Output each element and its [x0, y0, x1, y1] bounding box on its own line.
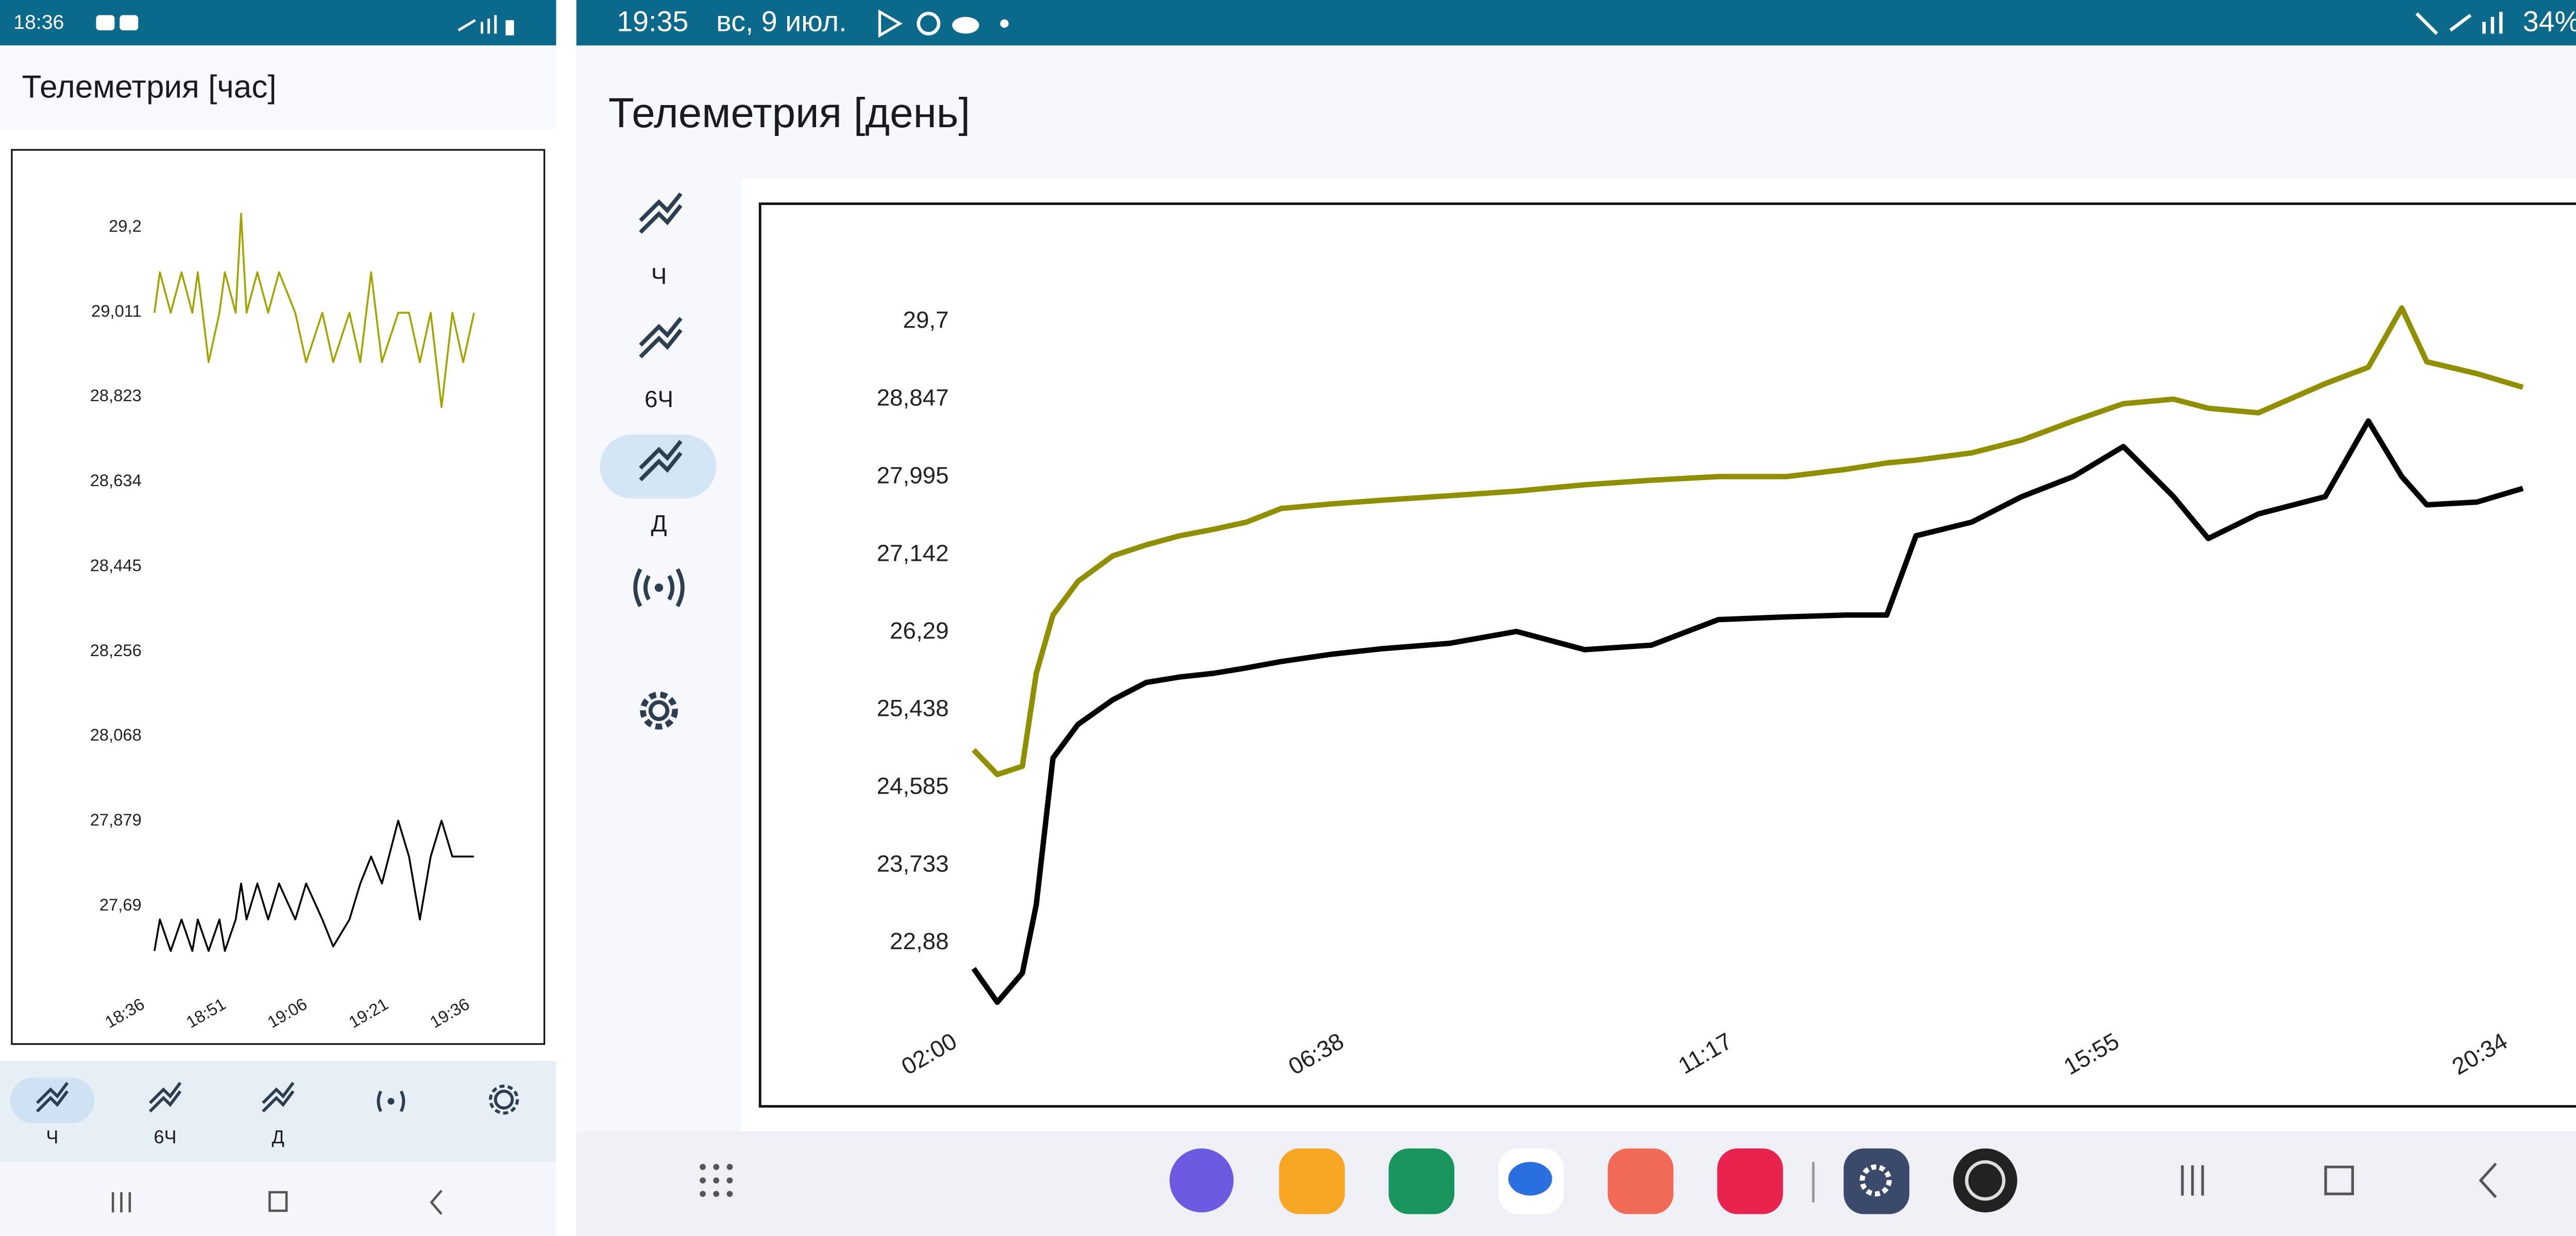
screen-title: Телеметрия [час] — [22, 70, 277, 105]
app-icon-glyph — [1965, 1160, 2006, 1201]
battery-level: 34% — [2523, 5, 2576, 37]
data-line — [972, 305, 2524, 778]
battery-icon — [505, 20, 514, 36]
app-icon[interactable] — [1953, 1148, 2018, 1213]
nav-label[interactable]: Ч — [46, 1126, 58, 1147]
y-tick-label: 23,733 — [877, 850, 949, 877]
nav-label[interactable]: 6Ч — [154, 1126, 177, 1147]
app-icon-glyph — [1859, 1164, 1892, 1197]
rail-selected[interactable] — [600, 434, 717, 499]
status-bar — [576, 0, 2576, 46]
y-tick-label: 28,445 — [90, 556, 142, 575]
y-tick-label: 27,69 — [99, 895, 142, 914]
rail-icon-dot — [654, 583, 664, 592]
status-time: 18:36 — [13, 11, 64, 33]
app-icon[interactable] — [1717, 1148, 1783, 1214]
screen-title: Телеметрия [день] — [608, 90, 970, 136]
y-tick-label: 29,011 — [91, 301, 142, 320]
nav-label[interactable]: Д — [272, 1126, 284, 1147]
data-line — [153, 213, 475, 408]
y-tick-label: 27,142 — [877, 540, 949, 566]
app-icon[interactable] — [1279, 1148, 1345, 1214]
y-tick-label: 29,7 — [903, 307, 949, 333]
bottom-nav — [0, 1060, 556, 1162]
y-tick-label: 28,823 — [90, 386, 142, 405]
chart-frame — [758, 202, 2576, 1108]
y-tick-label: 27,995 — [877, 462, 949, 488]
status-time: 19:35 — [617, 5, 688, 37]
rail-label[interactable]: Д — [651, 510, 667, 537]
system-nav — [0, 1162, 556, 1236]
app-icon[interactable] — [1843, 1148, 1910, 1214]
status-icons — [2415, 11, 2503, 35]
status-icon — [952, 16, 979, 34]
chart-frame — [11, 149, 546, 1045]
rail-label[interactable]: 6Ч — [645, 386, 673, 412]
y-tick-label: 29,2 — [109, 216, 142, 235]
app-bar — [0, 45, 556, 130]
app-grid-icon[interactable] — [700, 1164, 733, 1197]
system-nav-buttons[interactable] — [2181, 1162, 2497, 1198]
status-icon — [878, 9, 903, 38]
nav-icon-dot — [387, 1097, 395, 1105]
status-icon — [917, 11, 941, 36]
y-tick-label: 25,438 — [877, 695, 949, 722]
status-icon — [96, 15, 115, 30]
data-line — [971, 418, 2524, 1005]
taskbar — [576, 1131, 2576, 1236]
nav-icons — [36, 1082, 519, 1115]
y-tick-label: 26,29 — [890, 617, 949, 644]
status-date: вс, 9 июл. — [716, 5, 846, 37]
app-icon[interactable] — [1388, 1148, 1454, 1214]
rail-icons — [633, 192, 685, 730]
rail-label[interactable]: Ч — [651, 263, 667, 289]
y-tick-label: 28,256 — [90, 641, 142, 660]
y-tick-label: 28,847 — [877, 385, 949, 411]
y-tick-label: 28,634 — [90, 471, 142, 490]
y-tick-label: 24,585 — [877, 773, 949, 799]
status-icons — [457, 15, 497, 34]
y-tick-label: 28,068 — [90, 725, 142, 744]
app-icon-glyph — [1508, 1162, 1552, 1196]
y-tick-label: 22,88 — [890, 928, 949, 954]
status-bar — [0, 0, 556, 46]
data-line — [153, 819, 474, 952]
app-icon[interactable] — [1607, 1148, 1674, 1214]
status-icon — [120, 15, 139, 30]
status-icon — [1000, 19, 1009, 28]
app-icon[interactable] — [1170, 1148, 1234, 1213]
system-nav-buttons[interactable] — [111, 1190, 443, 1215]
y-tick-label: 27,879 — [90, 810, 142, 829]
